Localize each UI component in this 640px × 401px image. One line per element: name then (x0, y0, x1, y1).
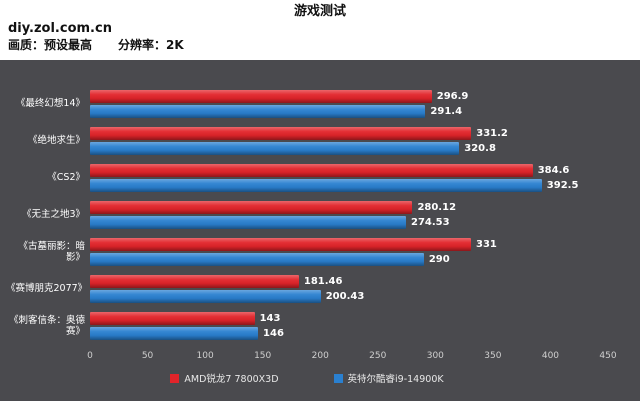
bar-line: 274.53 (90, 216, 608, 229)
bar-group: 《赛博朋克2077》 181.46 200.43 (6, 275, 608, 303)
value-label: 392.5 (546, 180, 579, 191)
bar-pair: 280.12 274.53 (90, 201, 608, 229)
bar (90, 238, 472, 251)
value-label: 320.8 (464, 143, 496, 154)
bar (90, 164, 533, 177)
value-label: 200.43 (325, 291, 365, 302)
bar-line: 143 (90, 312, 608, 325)
x-axis: 0 50 100 150 200 250 300 350 400 450 (87, 351, 616, 365)
bar-pair: 331 290 (90, 238, 608, 266)
x-tick-label: 300 (426, 351, 444, 361)
test-settings: 画质：预设最高 分辨率：2K (8, 37, 632, 54)
bar-group: 《绝地求生》 331.2 320.8 (6, 127, 608, 155)
bar-line: 146 (90, 327, 608, 340)
chart-header: 游戏测试 diy.zol.com.cn 画质：预设最高 分辨率：2K (0, 0, 640, 60)
x-tick-label: 250 (369, 351, 387, 361)
bar-line: 200.43 (90, 290, 608, 303)
bar-chart: 《最终幻想14》 296.9 291.4 《绝地求生》 331.2 320.8 《CS2》 3… (0, 60, 640, 401)
bar-line: 290 (90, 253, 608, 266)
bar-group: 《古墓丽影：暗影》 331 290 (6, 238, 608, 266)
category-label: 《CS2》 (47, 172, 85, 184)
bar (90, 179, 542, 192)
legend-item: AMD锐龙7 7800X3D (170, 371, 279, 385)
bar-pair: 143 146 (90, 312, 608, 340)
bar-group: 《CS2》 384.6 392.5 (6, 164, 608, 192)
value-label: 143 (259, 313, 281, 324)
bar-pair: 331.2 320.8 (90, 127, 608, 155)
setting-resolution: 分辨率：2K (118, 38, 184, 52)
bar (90, 327, 259, 340)
value-label: 291.4 (430, 106, 463, 117)
value-label: 181.46 (303, 276, 343, 287)
value-label: 384.6 (537, 165, 570, 176)
bar (90, 90, 432, 103)
value-label: 146 (263, 328, 284, 339)
bar-pair: 296.9 291.4 (90, 90, 608, 118)
bar-line: 320.8 (90, 142, 608, 155)
watermark-site: diy.zol.com.cn (8, 21, 112, 36)
bar-group: 《最终幻想14》 296.9 291.4 (6, 90, 608, 118)
value-label: 331.2 (476, 128, 508, 139)
bar-group: 《刺客信条：奥德赛》 143 146 (6, 312, 608, 340)
bar-pair: 181.46 200.43 (90, 275, 608, 303)
legend-label: 英特尔酷睿i9-14900K (347, 374, 444, 385)
bar (90, 312, 255, 325)
setting-quality: 画质：预设最高 (8, 38, 93, 52)
bar-pair: 384.6 392.5 (90, 164, 608, 192)
bar-group: 《无主之地3》 280.12 274.53 (6, 201, 608, 229)
chart-title: 游戏测试 (293, 4, 346, 19)
x-tick-label: 100 (196, 351, 214, 361)
bar-line: 331 (90, 238, 608, 251)
bar (90, 216, 406, 229)
bar-line: 384.6 (90, 164, 608, 177)
bar (90, 290, 321, 303)
x-tick-label: 200 (311, 351, 329, 361)
bar-line: 331.2 (90, 127, 608, 140)
category-label: 《最终幻想14》 (15, 98, 85, 110)
value-label: 331 (476, 239, 497, 250)
value-label: 280.12 (417, 202, 457, 213)
x-tick-label: 150 (254, 351, 272, 361)
category-label: 《无主之地3》 (21, 209, 85, 221)
bar-line: 291.4 (90, 105, 608, 118)
bar (90, 105, 426, 118)
bar (90, 142, 460, 155)
bar-line: 392.5 (90, 179, 608, 192)
bar-line: 181.46 (90, 275, 608, 288)
x-tick-label: 50 (141, 351, 154, 361)
value-label: 296.9 (436, 91, 469, 102)
legend-item: 英特尔酷睿i9-14900K (333, 371, 444, 385)
x-tick-label: 350 (484, 351, 502, 361)
category-label: 《刺客信条：奥德赛》 (8, 314, 85, 337)
x-tick-label: 400 (541, 351, 560, 361)
category-label: 《赛博朋克2077》 (6, 283, 88, 295)
legend-swatch-icon (170, 373, 180, 383)
bar (90, 201, 413, 214)
legend-swatch-icon (333, 373, 343, 383)
value-label: 290 (428, 254, 450, 265)
bar-line: 280.12 (90, 201, 608, 214)
bar-line: 296.9 (90, 90, 608, 103)
bar (90, 275, 299, 288)
bar (90, 127, 472, 140)
category-label: 《古墓丽影：暗影》 (18, 240, 85, 263)
value-label: 274.53 (411, 217, 450, 228)
x-tick-label: 0 (87, 351, 93, 361)
chart-legend: AMD锐龙7 7800X3D 英特尔酷睿i9-14900K (6, 371, 608, 385)
bar-rows: 《最终幻想14》 296.9 291.4 《绝地求生》 331.2 320.8 《CS2》 3… (6, 90, 608, 349)
legend-label: AMD锐龙7 7800X3D (184, 374, 279, 385)
x-tick-label: 450 (599, 351, 617, 361)
bar (90, 253, 424, 266)
category-label: 《绝地求生》 (27, 135, 85, 147)
